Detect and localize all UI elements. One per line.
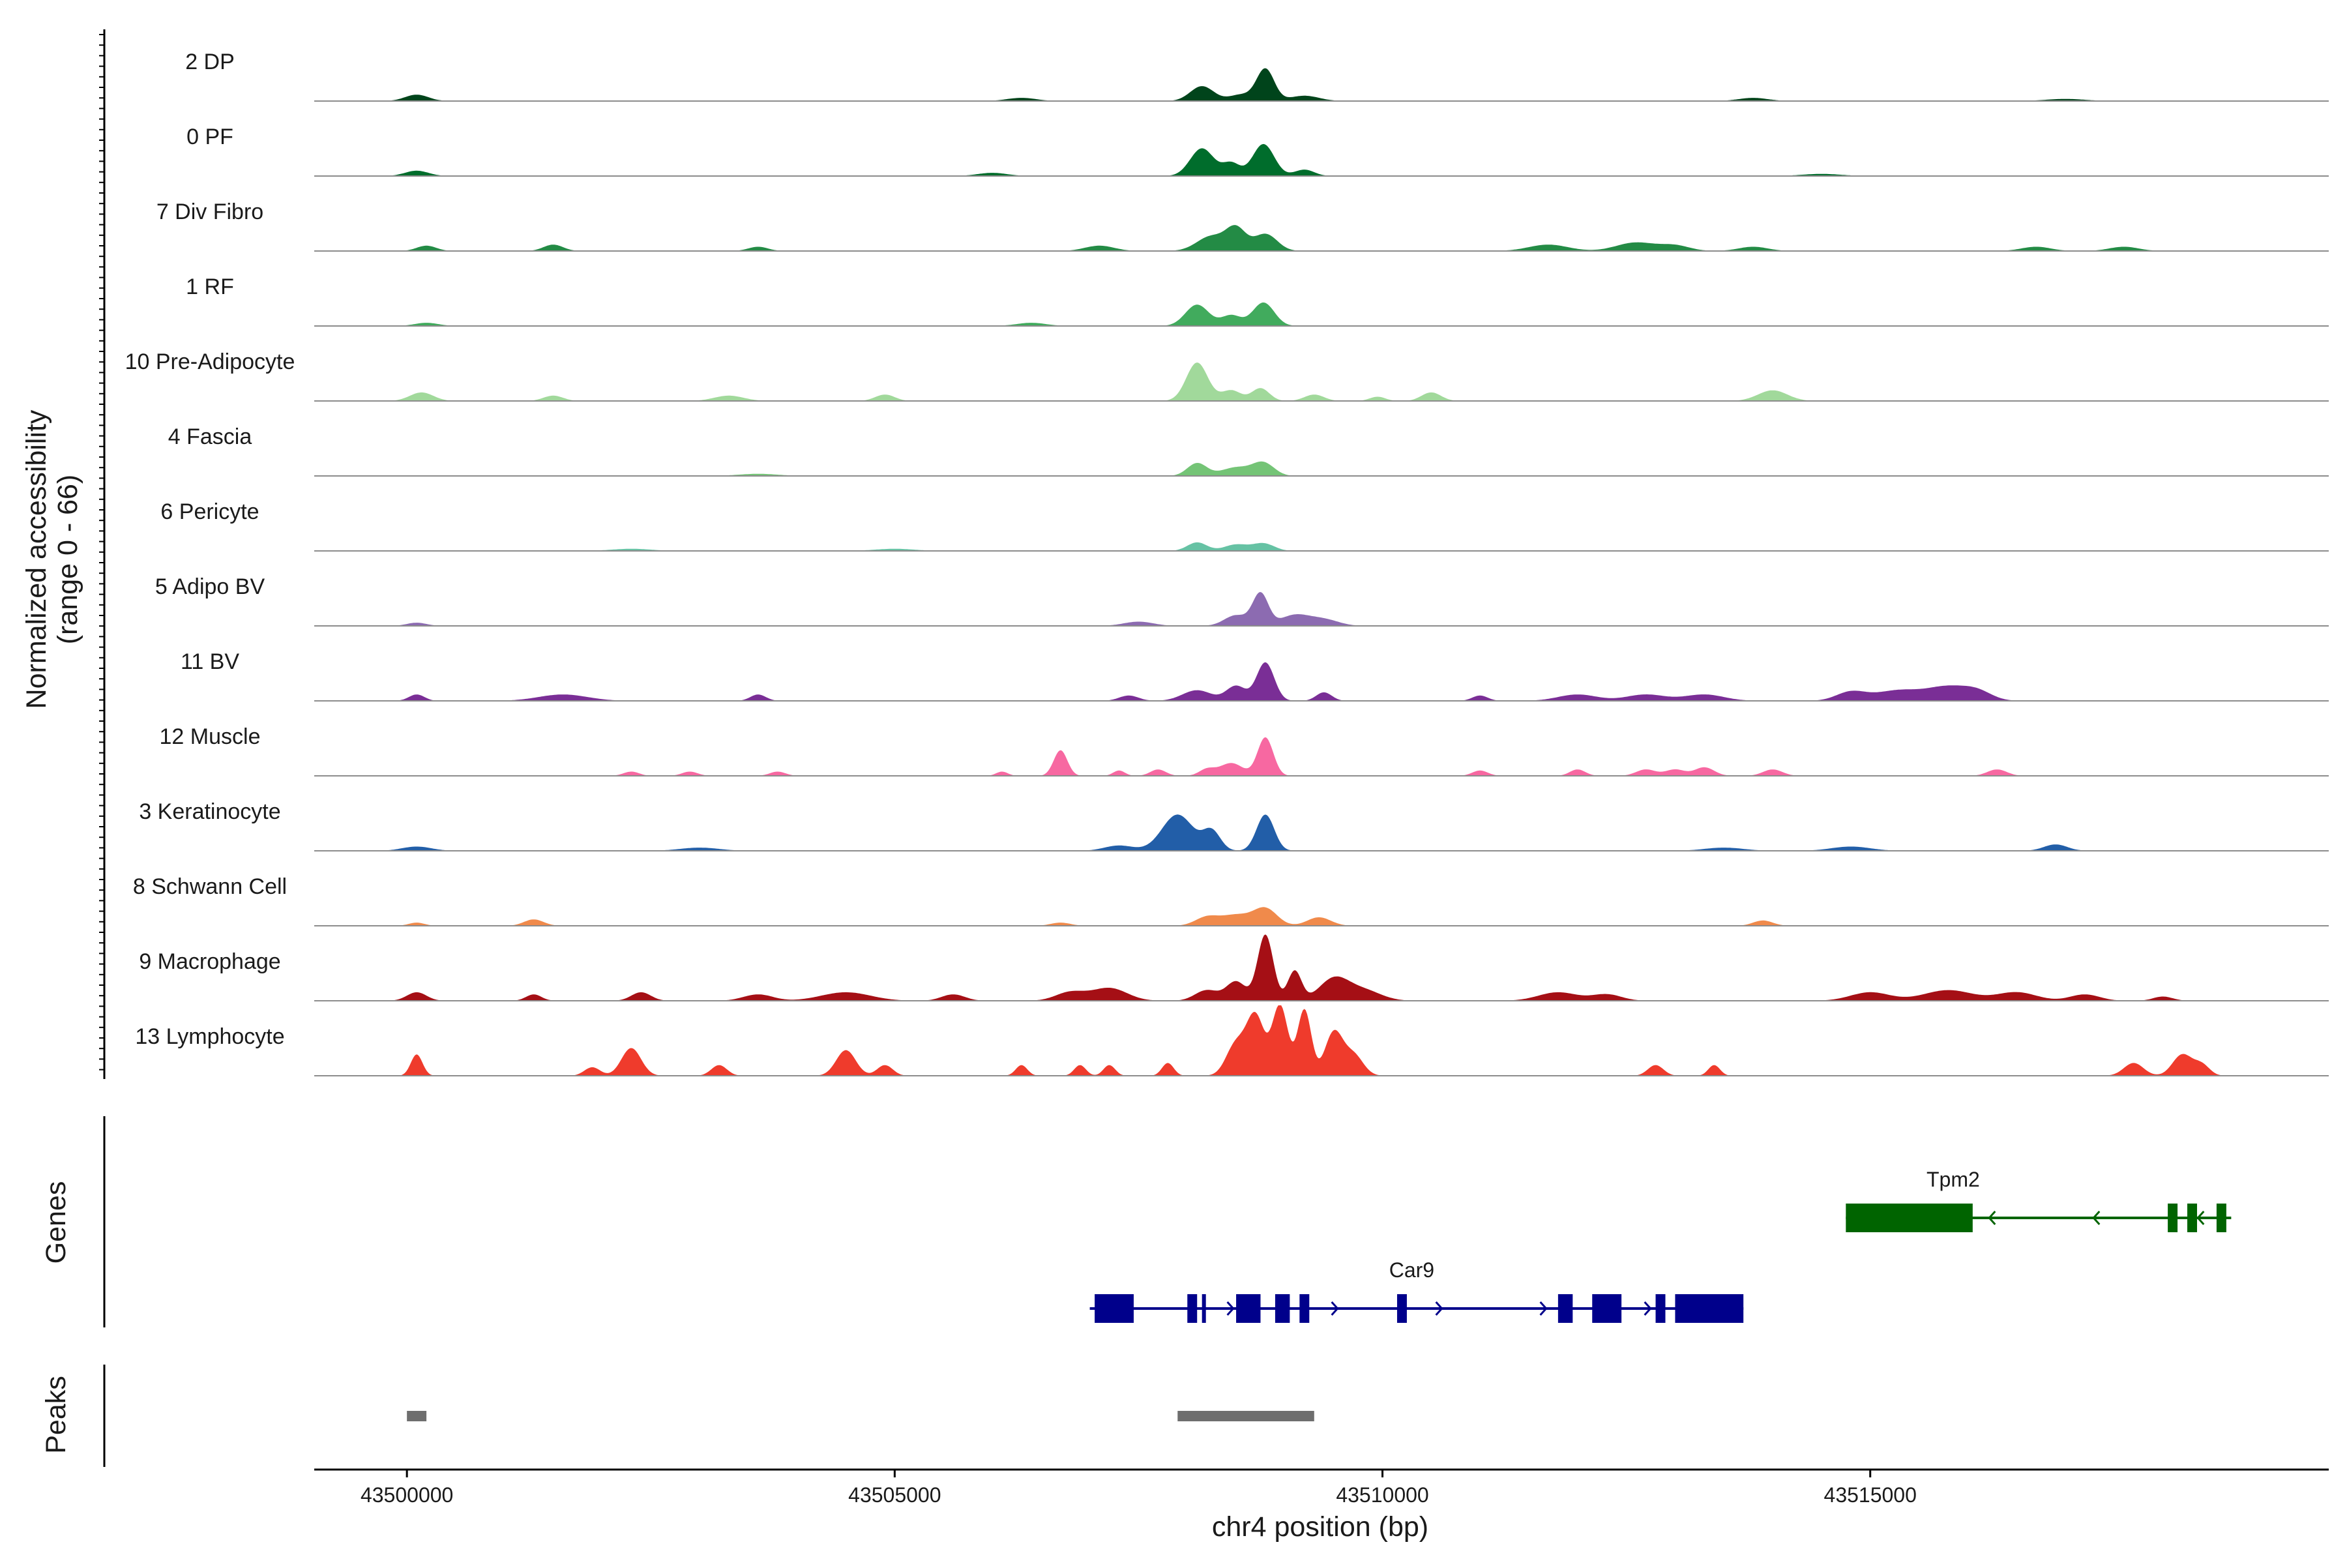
track-coverage-area [314,542,2329,551]
track-label: 7 Div Fibro [156,200,263,224]
gene-label: Car9 [1389,1258,1434,1282]
gene-exon [1202,1294,1206,1323]
track-coverage-area [314,907,2329,926]
coverage-tracks: 2 DP 0 PF 7 Div Fibro 1 RF 10 Pre-Adipocyte 4… [125,50,2329,1076]
peak-region [407,1411,427,1421]
track-label: 1 RF [186,274,234,299]
track-label: 11 BV [181,649,239,674]
peak-track [103,1365,1314,1467]
track-coverage-area [314,737,2329,776]
track-11-bv: 11 BV [181,649,2329,702]
track-label: 13 Lymphocyte [135,1024,284,1049]
track-label: 6 Pericyte [160,499,259,524]
track-0-pf: 0 PF [186,125,2329,177]
y-axis-group [99,29,106,1079]
strand-arrow [2196,1210,2205,1226]
gene-exon [1592,1294,1622,1323]
gene-exon [1275,1294,1290,1323]
axis-labels: Normalized accessibility (range 0 - 66) … [21,409,1428,1543]
gene-exon [2216,1204,2226,1232]
strand-arrow [1435,1301,1443,1316]
x-tick-label: 43515000 [1824,1483,1917,1507]
gene-exon [2187,1204,2197,1232]
gene-exon [1396,1294,1407,1323]
track-label: 0 PF [186,125,233,149]
gene-exon [1095,1294,1134,1323]
track-coverage-area [314,461,2329,476]
track-label: 3 Keratinocyte [139,799,280,824]
gene-exon [1655,1294,1666,1323]
gene-exon [1557,1294,1573,1323]
track-label: 2 DP [185,50,235,74]
track-coverage-area [314,662,2329,701]
gene-exon [1299,1294,1310,1323]
gene-exon [1236,1294,1261,1323]
track-coverage-area [314,934,2329,1001]
track-label: 8 Schwann Cell [133,874,287,899]
y-axis-label-line2: (range 0 - 66) [52,475,83,645]
track-coverage-area [314,68,2329,101]
track-coverage-area [314,362,2329,401]
strand-arrow [1539,1301,1548,1316]
track-12-muscle: 12 Muscle [160,724,2329,777]
gene-tpm2: Tpm2 [1846,1168,2232,1232]
track-2-dp: 2 DP [185,50,2329,102]
x-axis: 43500000 43505000 43510000 43515000 [314,1468,2329,1507]
gene-car9: Car9 [1089,1258,1744,1323]
strand-arrow [1644,1301,1652,1316]
track-3-keratinocyte: 3 Keratinocyte [139,799,2329,851]
gene-exon [1187,1294,1198,1323]
track-1-rf: 1 RF [186,274,2329,327]
track-coverage-area [314,225,2329,251]
track-label: 10 Pre-Adipocyte [125,349,295,374]
track-label: 4 Fascia [168,424,252,449]
x-tick-label: 43500000 [361,1483,453,1507]
peaks-panel-label: Peaks [40,1376,72,1454]
track-coverage-area [314,814,2329,851]
track-7-div-fibro: 7 Div Fibro [156,200,2329,252]
strand-arrow [1988,1210,1996,1226]
x-axis-label: chr4 position (bp) [1212,1511,1428,1543]
gene-annotation-track: Tpm2 Car9 [103,1116,2232,1327]
peak-region [1177,1411,1314,1421]
x-tick-label: 43505000 [848,1483,941,1507]
genes-panel-label: Genes [40,1181,72,1264]
track-label: 9 Macrophage [139,949,280,974]
track-coverage-area [314,592,2329,626]
track-coverage-area [314,143,2329,176]
strand-arrow [1331,1301,1339,1316]
strand-arrow [2092,1210,2101,1226]
track-coverage-area [314,303,2329,326]
track-4-fascia: 4 Fascia [168,424,2329,477]
x-tick-label: 43510000 [1336,1483,1428,1507]
track-6-pericyte: 6 Pericyte [160,499,2329,552]
track-label: 12 Muscle [160,724,261,749]
track-8-schwann-cell: 8 Schwann Cell [133,874,2329,926]
gene-label: Tpm2 [1926,1168,1980,1191]
gene-exon [1675,1294,1744,1323]
track-5-adipo-bv: 5 Adipo BV [155,574,2329,627]
gene-exon [1846,1204,1973,1232]
track-9-macrophage: 9 Macrophage [139,934,2329,1001]
track-13-lymphocyte: 13 Lymphocyte [135,1005,2329,1076]
gene-exon [2168,1204,2178,1232]
y-axis-label-line1: Normalized accessibility [21,409,52,709]
strand-arrow [1226,1301,1235,1316]
track-coverage-area [314,1005,2329,1076]
track-label: 5 Adipo BV [155,574,265,599]
track-10-pre-adipocyte: 10 Pre-Adipocyte [125,349,2329,402]
